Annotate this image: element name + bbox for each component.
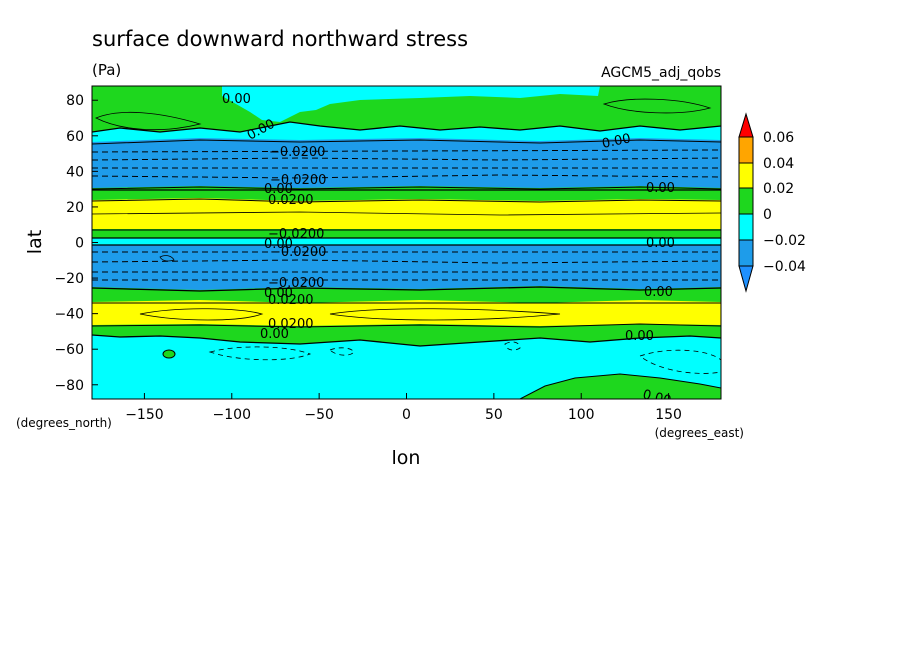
x-tick-label: −100: [213, 407, 251, 423]
y-tick-label: −20: [54, 271, 84, 287]
contour-label: −0.0200: [270, 245, 326, 260]
colorbar-label: −0.04: [763, 259, 806, 275]
x-tick-label: −50: [304, 407, 334, 423]
colorbar-swatch--0.02-0: [738, 213, 754, 241]
contour-label: 0.00: [644, 285, 673, 300]
colorbar-bottom-arrow: [738, 265, 754, 293]
contour-label: 0.00: [646, 181, 675, 196]
contour-label: 0.00: [264, 237, 293, 252]
colorbar-labels: 0.06 0.04 0.02 0 −0.02 −0.04: [763, 130, 806, 275]
y-tick-label: 80: [66, 93, 84, 109]
chart-title: surface downward northward stress: [92, 27, 468, 51]
colorbar-top-arrow: [738, 112, 754, 138]
contour-lines: [92, 98, 721, 374]
colorbar: [738, 112, 754, 293]
colorbar-label: 0: [763, 207, 772, 223]
contour-label: 0.00: [264, 286, 293, 301]
band-south-yellow: [92, 300, 721, 327]
band-equator-cyan: [92, 238, 721, 245]
colorbar-label: 0.04: [763, 156, 794, 172]
cyan-patch-arctic: [222, 86, 600, 122]
x-axis-label: lon: [392, 447, 421, 469]
x-tick-label: 100: [568, 407, 595, 423]
colorbar-label: −0.02: [763, 233, 806, 249]
contour-label: 0.00: [222, 92, 251, 107]
band-equator-green: [92, 229, 721, 238]
contour-label: −0.0200: [269, 145, 325, 160]
y-tick-label: −60: [54, 342, 84, 358]
y-axis-label: lat: [24, 230, 46, 254]
x-tick-label: −150: [125, 407, 163, 423]
y-tick-label: 20: [66, 200, 84, 216]
colorbar-swatch-0.02-0.04: [738, 162, 754, 189]
x-tick-label: 50: [485, 407, 503, 423]
contour-label: 0.00: [264, 182, 293, 197]
x-units-label: (degrees_east): [655, 426, 744, 440]
colorbar-swatch-0.04-0.06: [738, 136, 754, 164]
contour-label: 0.00: [601, 131, 632, 152]
y-units-label: (degrees_north): [16, 416, 112, 430]
colorbar-label: 0.02: [763, 181, 794, 197]
y-tick-label: 60: [66, 129, 84, 145]
band-north-yellow: [92, 198, 721, 230]
contour-label: 0.00: [646, 236, 675, 251]
green-patch-antarctic: [519, 373, 721, 399]
y-tick-label: −80: [54, 378, 84, 394]
y-axis: 80 60 40 20 0 −20 −40 −60 −80: [54, 93, 98, 394]
x-tick-label: 0: [402, 407, 411, 423]
y-tick-label: 0: [75, 236, 84, 252]
contour-label: −0.0200: [268, 276, 324, 291]
x-axis: −150 −100 −50 0 50 100 150: [125, 393, 682, 423]
contour-label: −0.0200: [268, 227, 324, 242]
contour-label: 0.00: [260, 327, 289, 342]
y-tick-label: −40: [54, 307, 84, 323]
colorbar-label: 0.06: [763, 130, 794, 146]
y-tick-label: 40: [66, 164, 84, 180]
contour-label: 0.0200: [268, 317, 314, 332]
contour-labels: 0.00 0.00 0.00 −0.0200 −0.0200 0.00 0.00…: [222, 92, 675, 409]
contour-label: 0.0200: [268, 193, 314, 208]
green-spot-south: [162, 349, 176, 359]
contour-label: −0.0200: [270, 173, 326, 188]
band-south-green: [92, 286, 721, 304]
contour-label: 0.0200: [268, 293, 314, 308]
colorbar-swatch-0-0.02: [738, 187, 754, 215]
units-label: (Pa): [92, 61, 121, 79]
contour-label: 0.00: [641, 387, 673, 409]
plot-area: 0.00 0.00 0.00 −0.0200 −0.0200 0.00 0.00…: [92, 86, 721, 409]
colorbar-swatch--0.04--0.02: [738, 239, 754, 267]
x-tick-label: 150: [655, 407, 682, 423]
contour-label: 0.00: [625, 329, 654, 344]
band-south-green-2: [92, 324, 721, 346]
dataset-label: AGCM5_adj_qobs: [601, 65, 721, 81]
